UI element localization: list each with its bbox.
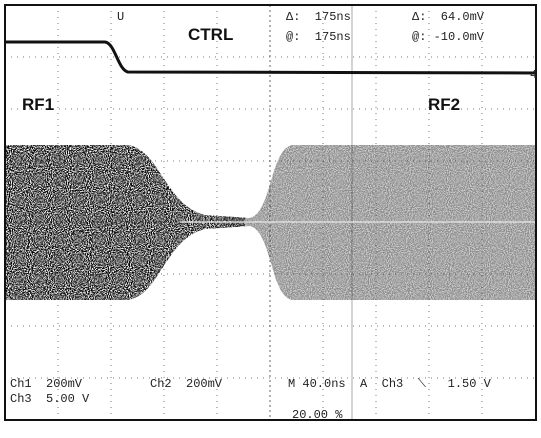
channel-marker: 4	[530, 68, 537, 82]
cursor-delta-time: Δ: 175ns	[286, 10, 351, 24]
ch1-scale: Ch1 200mV	[10, 377, 83, 391]
trigger-marker: U	[117, 10, 124, 24]
rf2-label: RF2	[428, 95, 460, 114]
ch3-scale: Ch3 5.00 V	[10, 392, 90, 406]
cursor-at-voltage: @: -10.0mV	[412, 30, 485, 44]
timebase: M 40.0ns A Ch3 ⟍ 1.50 V	[288, 377, 492, 391]
cursor-at-time: @: 175ns	[286, 30, 351, 44]
scope-screen: U 4 CTRL RF1 RF2 Δ: 175ns Δ: 64.0mV @: 1…	[0, 0, 541, 438]
cursor-delta-voltage: Δ: 64.0mV	[412, 10, 485, 24]
rf1-label: RF1	[22, 95, 54, 114]
trigger-position: 20.00 %	[292, 408, 343, 422]
ch2-scale: Ch2 200mV	[150, 377, 223, 391]
ctrl-label: CTRL	[188, 25, 233, 44]
